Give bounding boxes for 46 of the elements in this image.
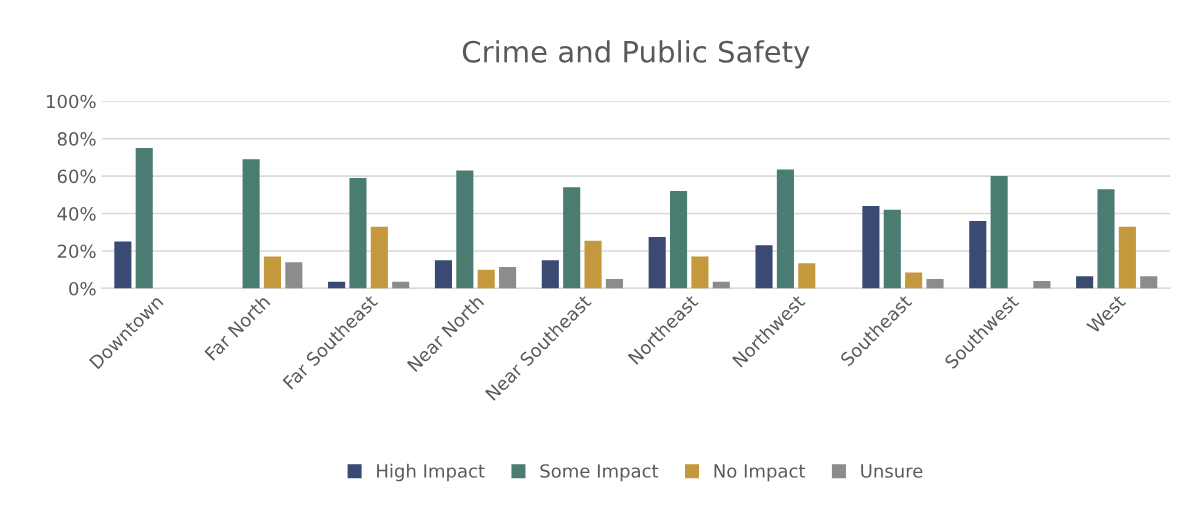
bar	[862, 206, 880, 289]
bar	[499, 266, 517, 289]
legend-label: No Impact	[714, 464, 806, 482]
bar	[370, 226, 388, 289]
bar	[434, 260, 452, 289]
bar	[349, 177, 367, 289]
bar	[1076, 276, 1094, 289]
bar	[456, 170, 474, 289]
bar	[905, 272, 923, 289]
chart-title: Crime and Public Safety	[462, 40, 810, 69]
y-tick-label: 0%	[69, 281, 96, 296]
bar	[392, 281, 410, 289]
bar	[285, 262, 303, 289]
bar	[477, 269, 495, 289]
legend-label: Some Impact	[540, 464, 659, 482]
bar	[712, 281, 730, 289]
bar	[1033, 280, 1051, 289]
bar	[798, 263, 816, 289]
bar	[328, 281, 346, 289]
y-tick-label: 40%	[57, 206, 96, 221]
y-tick-label: 20%	[57, 244, 96, 259]
bar	[563, 187, 581, 289]
bar	[691, 256, 709, 289]
bar	[135, 148, 153, 289]
bar	[242, 159, 260, 289]
bar	[1097, 189, 1115, 289]
legend-label: Unsure	[861, 464, 923, 478]
bar	[1118, 226, 1136, 289]
bar	[648, 236, 666, 289]
bar	[114, 241, 132, 289]
legend-label: High Impact	[377, 463, 485, 482]
y-tick-label: 100%	[46, 94, 96, 109]
bar	[926, 279, 944, 289]
bar	[776, 169, 794, 289]
bar	[263, 256, 282, 289]
y-tick-label: 60%	[57, 169, 96, 184]
bar	[990, 176, 1008, 289]
bar	[883, 209, 901, 289]
bar	[1140, 276, 1158, 289]
bar	[605, 279, 623, 289]
bar	[584, 240, 602, 289]
bar	[541, 260, 559, 289]
bar	[969, 221, 987, 289]
bar	[670, 191, 688, 289]
bar	[755, 245, 773, 289]
y-tick-label: 80%	[57, 132, 96, 146]
